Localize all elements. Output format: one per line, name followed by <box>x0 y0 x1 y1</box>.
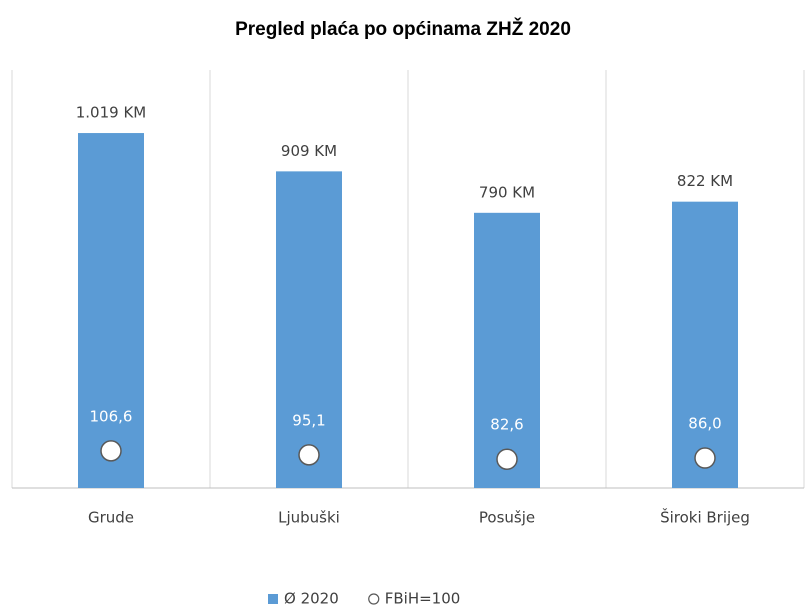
legend-label: Ø 2020 <box>284 590 339 608</box>
bar-value-label: 790 KM <box>479 183 535 201</box>
bar-value-label: 909 KM <box>281 142 337 160</box>
x-tick-label: Posušje <box>479 509 535 527</box>
marker <box>694 447 716 469</box>
marker-value-label: 95,1 <box>292 411 325 429</box>
x-tick-label: Široki Brijeg <box>660 508 750 527</box>
marker <box>100 440 122 462</box>
legend-label: FBiH=100 <box>385 590 461 608</box>
x-tick-label: Ljubuški <box>278 509 340 527</box>
chart-title: Pregled plaća po općinama ZHŽ 2020 <box>235 18 571 40</box>
marker-value-label: 86,0 <box>688 415 721 433</box>
marker-value-label: 82,6 <box>490 416 523 434</box>
marker-value-label: 106,6 <box>90 407 133 425</box>
marker <box>298 444 320 466</box>
marker <box>496 448 518 470</box>
bar <box>474 212 540 489</box>
bar <box>672 201 738 489</box>
x-tick-label: Grude <box>88 509 134 527</box>
legend-swatch <box>368 593 380 605</box>
bar-value-label: 822 KM <box>677 172 733 190</box>
bar <box>78 133 144 488</box>
bar-value-label: 1.019 KM <box>76 104 147 122</box>
bar <box>276 171 342 489</box>
legend-swatch <box>268 594 278 604</box>
